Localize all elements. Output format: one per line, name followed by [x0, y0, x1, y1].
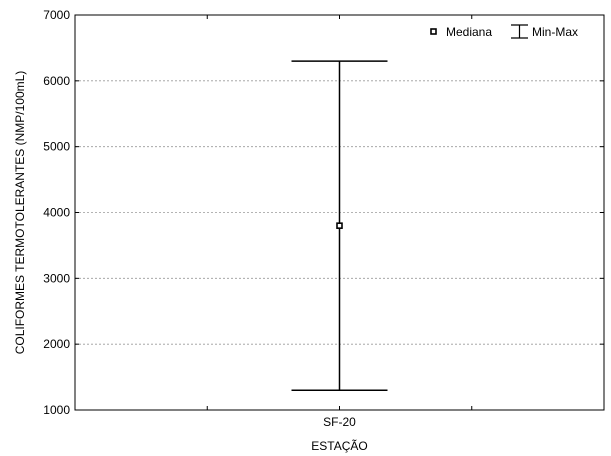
- y-tick-label: 4000: [43, 206, 70, 220]
- legend-minmax-label: Min-Max: [532, 25, 578, 39]
- y-tick-label: 6000: [43, 74, 70, 88]
- plot-area-frame: [74, 14, 605, 411]
- y-tick-label: 2000: [43, 337, 70, 351]
- y-axis-title: COLIFORMES TERMOTOLERANTES (NMP/100mL): [13, 71, 27, 355]
- legend-median-marker: [430, 28, 437, 35]
- axis-ticks: 1000 2000 3000 4000 5000 6000 7000 SF-20: [43, 8, 604, 429]
- y-tick-label: 1000: [43, 403, 70, 417]
- plot-marks: [291, 60, 388, 391]
- legend-median-label: Mediana: [446, 25, 492, 39]
- y-tick-label: 7000: [43, 8, 70, 22]
- y-tick-label: 5000: [43, 140, 70, 154]
- x-tick-label: SF-20: [323, 415, 356, 429]
- median-marker: [336, 222, 343, 229]
- legend-minmax-whisker: [511, 24, 528, 39]
- legend: Mediana Min-Max: [430, 24, 578, 39]
- y-tick-label: 3000: [43, 271, 70, 285]
- x-axis-title: ESTAÇÃO: [311, 439, 367, 453]
